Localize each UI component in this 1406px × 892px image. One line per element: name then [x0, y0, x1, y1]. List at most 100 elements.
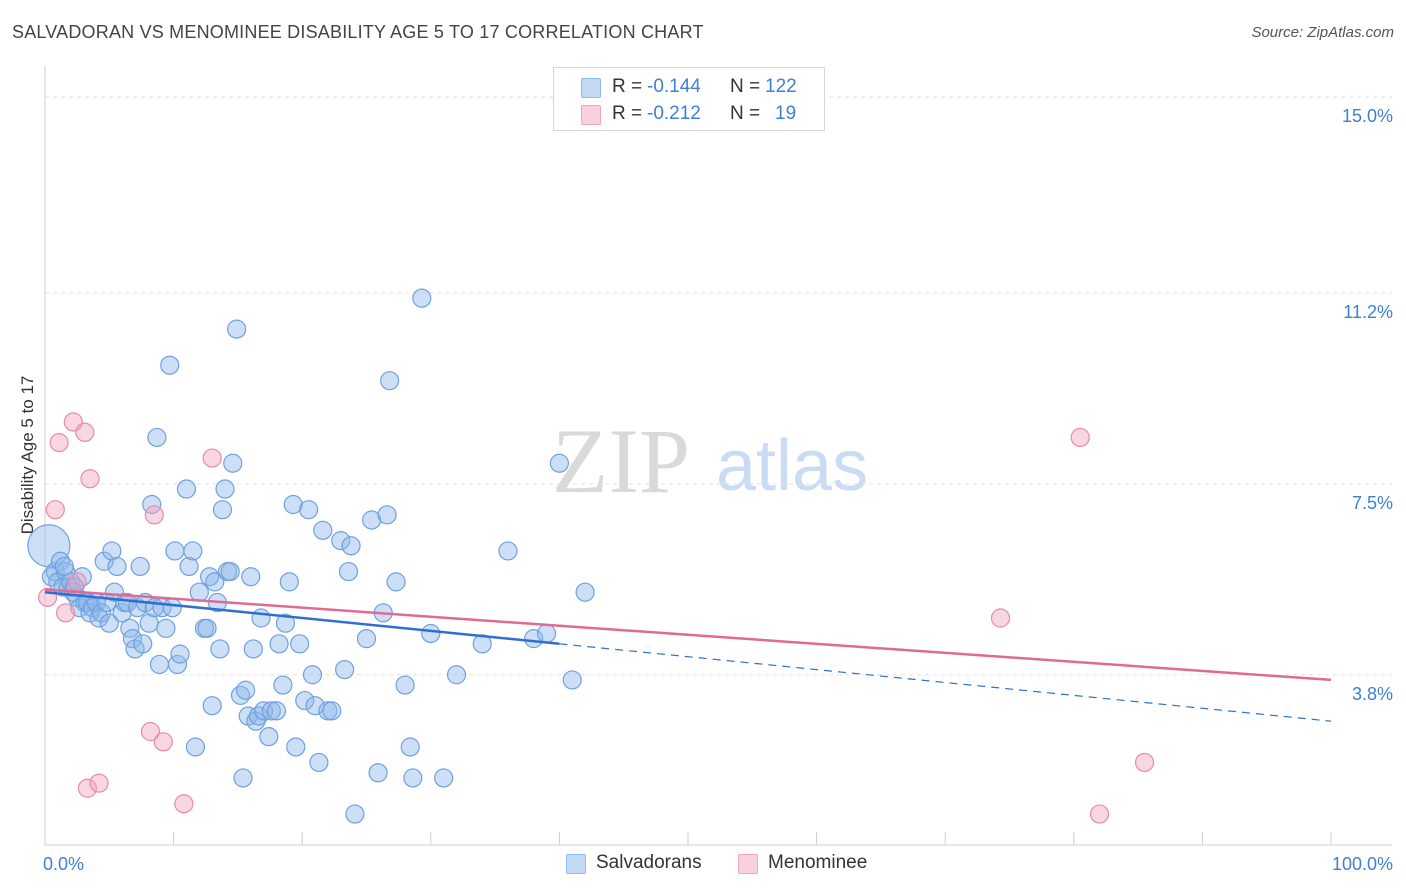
salvadorans-point-52 [189, 582, 209, 602]
salvadorans-point-81 [275, 613, 296, 633]
salvadorans-point-73 [248, 706, 269, 726]
salvadorans-point-77 [261, 701, 281, 721]
menominee-r-value: -0.212 [647, 103, 701, 124]
menominee-point-16 [1089, 804, 1110, 824]
salvadorans-point-85 [290, 634, 310, 654]
salvadorans-n-value: 122 [765, 76, 797, 97]
watermark-atlas: atlas [716, 426, 868, 506]
salvadorans-point-83 [283, 494, 303, 515]
salvadorans-point-101 [368, 763, 388, 783]
salvadorans-point-119 [575, 582, 595, 602]
salvadorans-point-78 [266, 701, 287, 721]
salvadorans-point-19 [91, 603, 112, 623]
salvadorans-n-label: N = [730, 76, 761, 97]
menominee-point-9 [89, 773, 109, 793]
x-tick-label-min: 0.0% [43, 854, 84, 874]
y-tick-label-3: 15.0% [1342, 106, 1393, 126]
salvadorans-point-106 [395, 675, 415, 695]
salvadorans-point-43 [160, 355, 180, 375]
salvadorans-point-60 [212, 500, 233, 520]
salvadorans-point-96 [338, 561, 359, 582]
salvadorans-point-72 [246, 711, 266, 731]
salvadorans-point-15 [80, 603, 100, 623]
salvadorans-point-82 [279, 572, 299, 592]
salvadorans-point-93 [322, 701, 342, 721]
salvadorans-point-18 [89, 608, 109, 628]
salvadorans-point-63 [220, 561, 240, 582]
salvadorans-point-114 [498, 541, 518, 561]
menominee-point-5 [67, 572, 87, 592]
salvadorans-point-65 [227, 319, 247, 339]
salvadorans-point-76 [259, 727, 279, 747]
menominee-legend-swatch [738, 854, 758, 874]
menominee-point-2 [49, 433, 69, 453]
menominee-point-10 [140, 721, 161, 742]
salvadorans-point-40 [149, 654, 170, 675]
y-tick-label-1: 7.5% [1352, 493, 1393, 513]
salvadorans-point-59 [210, 639, 230, 659]
salvadorans-point-86 [295, 690, 315, 711]
salvadorans-point-20 [94, 551, 114, 571]
axes [44, 66, 1392, 846]
salvadorans-point-49 [179, 556, 199, 577]
salvadorans-point-108 [403, 768, 423, 788]
salvadorans-point-87 [299, 500, 319, 520]
salvadorans-point-44 [162, 598, 182, 618]
menominee-legend-label: Menominee [768, 852, 868, 873]
salvadorans-point-111 [434, 768, 454, 788]
salvadorans-point-79 [269, 634, 289, 654]
y-axis-label: Disability Age 5 to 17 [18, 376, 37, 535]
salvadorans-r-label: R = [612, 76, 643, 97]
menominee-point-18 [1134, 752, 1155, 773]
salvadorans-point-67 [233, 768, 253, 788]
salvadorans-points [27, 288, 595, 824]
menominee-point-1 [45, 500, 65, 520]
menominee-trend-line [44, 588, 1332, 682]
salvadorans-point-84 [286, 737, 306, 757]
salvadorans-point-54 [197, 618, 217, 638]
salvadorans-point-12 [72, 567, 92, 587]
salvadorans-point-50 [183, 541, 203, 561]
x-ticks [173, 832, 1332, 845]
salvadorans-point-110 [421, 623, 441, 644]
salvadorans-point-98 [345, 804, 365, 824]
salvadorans-point-95 [335, 659, 355, 680]
y-tick-labels: 3.8% 7.5% 11.2% 15.0% [1342, 106, 1393, 704]
salvadorans-point-80 [273, 675, 293, 695]
salvadorans-point-55 [200, 567, 220, 587]
salvadorans-point-0 [27, 524, 71, 568]
salvadorans-legend-label: Salvadorans [596, 852, 702, 873]
x-tick-label-max: 100.0% [1332, 854, 1393, 874]
watermark-zip: ZIP [552, 410, 690, 512]
salvadorans-point-25 [107, 556, 127, 577]
y-tick-label-2: 11.2% [1343, 302, 1393, 322]
menominee-point-13 [174, 794, 194, 814]
salvadorans-point-66 [230, 685, 251, 705]
salvadorans-point-74 [251, 608, 271, 628]
salvadorans-point-45 [165, 541, 185, 561]
salvadorans-point-107 [400, 737, 420, 757]
salvadorans-point-115 [524, 629, 544, 649]
salvadorans-point-97 [341, 536, 361, 556]
salvadorans-point-120 [54, 556, 74, 577]
salvadorans-point-117 [549, 453, 570, 473]
y-tick-label-0: 3.8% [1352, 684, 1393, 704]
menominee-point-14 [202, 448, 222, 468]
salvadorans-point-99 [356, 629, 377, 649]
menominee-point-12 [153, 732, 173, 752]
salvadorans-point-22 [99, 613, 119, 633]
menominee-point-17 [1070, 427, 1090, 448]
salvadorans-point-64 [223, 453, 243, 473]
salvadorans-point-23 [102, 541, 122, 561]
salvadorans-point-112 [446, 665, 467, 685]
salvadorans-point-34 [133, 634, 153, 654]
menominee-swatch [581, 105, 601, 125]
salvadorans-point-42 [156, 618, 176, 638]
salvadorans-point-61 [215, 479, 235, 499]
gridlines [45, 96, 1392, 676]
menominee-n-value: 19 [775, 103, 797, 124]
legend-row-menominee: R = -0.212 N = 19 [554, 101, 824, 129]
salvadorans-point-56 [202, 696, 222, 716]
salvadorans-trend-line [44, 590, 560, 646]
